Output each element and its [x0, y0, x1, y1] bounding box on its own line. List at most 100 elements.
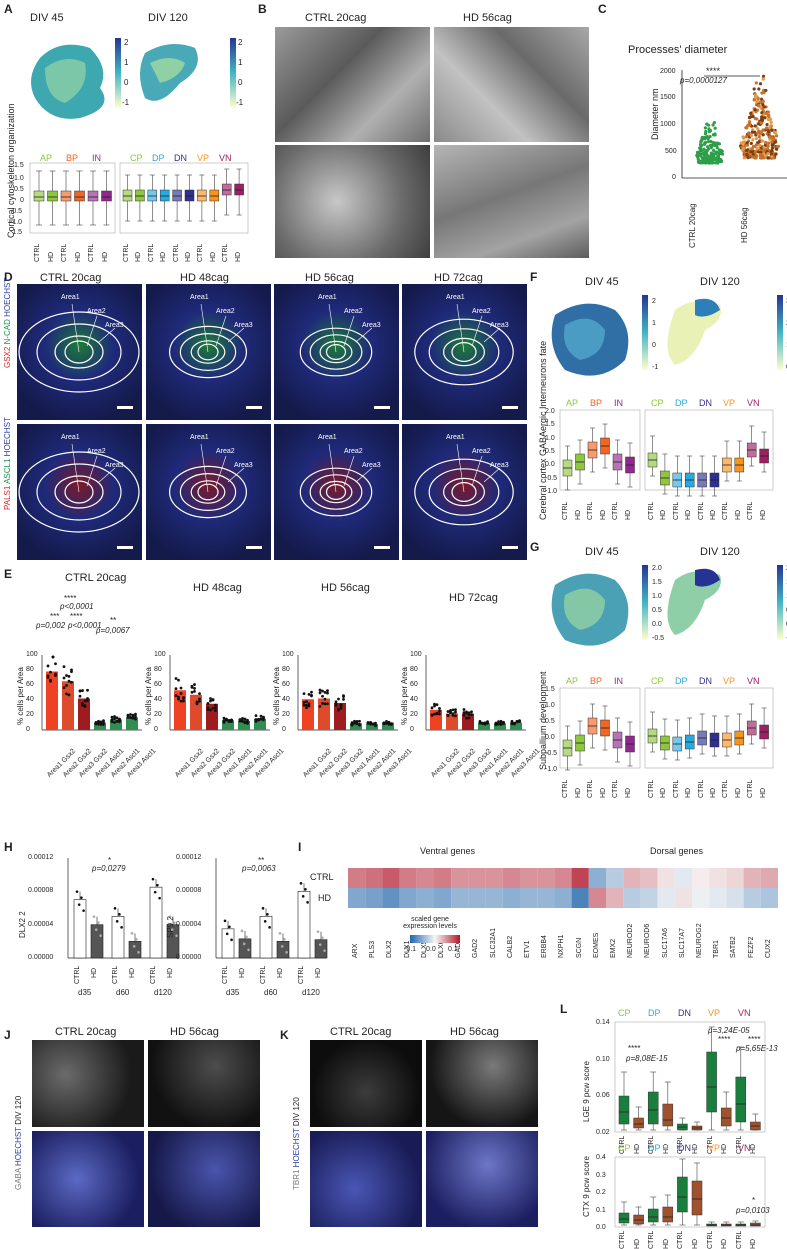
hd-dot — [761, 133, 765, 137]
ctrl-dot — [714, 150, 718, 154]
heatmap-cell — [537, 888, 555, 908]
section-dorsal: Dorsal genes — [650, 846, 704, 856]
gene-label: ETV1 — [524, 940, 531, 958]
ctrl-dot — [702, 147, 706, 151]
box-mark — [677, 1117, 688, 1131]
heatmap-cell — [760, 888, 778, 908]
row-label: HD — [318, 893, 331, 903]
panel-e-ytick: 80 — [410, 666, 418, 673]
box-mark — [74, 170, 85, 226]
box-mark — [600, 705, 610, 751]
x-tick-label: HD — [74, 251, 82, 262]
bar-mark — [128, 941, 142, 959]
panel-f-title-div120: DIV 120 — [700, 276, 740, 288]
x-tick-label: CTRL — [197, 243, 205, 262]
x-tick-label: HD — [624, 509, 632, 520]
panel-a-ytick: 1.0 — [14, 175, 24, 182]
panel-a-cb-tick: -1 — [122, 98, 130, 107]
area-label: Area1 — [190, 294, 209, 301]
legend-title: scaled gene expression levels — [403, 916, 457, 930]
immuno-image: Area1 Area2 Area3 — [402, 284, 527, 420]
hd-dot — [765, 147, 770, 151]
cb-tick: 1 — [652, 320, 656, 327]
panel-c-ylabel: Diameter nm — [650, 88, 660, 140]
stat-sig: ** — [258, 856, 265, 865]
panel-e-ylabel: % cells per Area — [144, 667, 153, 725]
y-tick: 1.5 — [545, 421, 555, 429]
stat-p: p=0,0279 — [92, 864, 126, 873]
panel-e-ytick: 100 — [410, 651, 422, 658]
stat-sig: **** — [64, 594, 77, 603]
x-tick-label: CTRL — [648, 1230, 656, 1249]
box-mark — [672, 455, 683, 497]
hd-dot — [764, 126, 769, 130]
x-tick-label: HD — [574, 509, 582, 520]
hd-dot — [750, 147, 754, 151]
gene-label: ERBB4 — [541, 935, 549, 958]
group-label: VN — [738, 1008, 751, 1018]
box-mark — [750, 1113, 761, 1131]
group-label: VP — [723, 398, 736, 408]
x-tick-label: HD — [234, 251, 242, 262]
panel-e-ytick: 0 — [282, 726, 286, 733]
panel-d-row2-label: PALS1 ASCL1 HOECHST — [3, 417, 12, 510]
cb-tick: 2 — [652, 298, 656, 305]
x-tick-label: CTRL — [172, 243, 180, 262]
panel-letter-j: J — [4, 1028, 11, 1042]
group-label: d60 — [264, 988, 278, 997]
hd-dot — [751, 114, 755, 119]
panel-c-ytick: 1000 — [660, 121, 676, 128]
x-tick-label: HD — [721, 1238, 729, 1249]
heatmap-cell — [416, 888, 434, 908]
box-mark — [184, 174, 195, 222]
box-mark — [575, 439, 585, 485]
sem-image-ctrl-top — [275, 27, 430, 142]
heatmap-cell — [743, 868, 761, 888]
gene-label: DLX6 — [438, 940, 445, 958]
group-label: IN — [614, 676, 623, 686]
box-mark — [660, 453, 670, 495]
ctrl-dot — [696, 150, 700, 155]
panel-letter-c: C — [598, 2, 607, 16]
panel-l-ylabel: CTX 9 pcw score — [582, 1156, 591, 1217]
area-label: Area2 — [216, 448, 235, 455]
x-tick-label: HD — [624, 787, 632, 798]
y-tick: 0.2 — [596, 1189, 606, 1196]
bar-mark — [190, 694, 202, 730]
x-tick-label: CTRL — [612, 501, 619, 520]
panel-g-title-div120: DIV 120 — [700, 546, 740, 558]
heatmap-cell — [399, 888, 417, 908]
panel-h-ytick: 0.00008 — [176, 887, 202, 895]
panel-e-ytick: 60 — [26, 681, 34, 688]
hd-dot — [770, 128, 774, 132]
box-mark — [587, 427, 598, 473]
hd-dot — [762, 145, 766, 150]
group-label: VP — [723, 676, 736, 686]
hd-dot — [766, 113, 770, 118]
x-tick-label: CTRL — [562, 501, 569, 520]
ctrl-dot — [709, 146, 713, 150]
heatmap-cell — [709, 868, 727, 888]
heatmap-cell — [382, 888, 400, 908]
box-mark — [33, 170, 45, 226]
area-label: Area1 — [190, 434, 209, 441]
stat-p: p=5,65E-13 — [736, 1044, 778, 1053]
immuno-image: Area1 Area2 Area3 — [402, 424, 527, 560]
group-label: DN — [699, 398, 712, 408]
heatmap-cell — [743, 888, 761, 908]
panel-c-xlabel-ctrl: CTRL 20cag — [688, 203, 697, 248]
ctrl-dot — [699, 140, 703, 144]
group-label: VN — [738, 1143, 751, 1153]
box-mark — [147, 174, 158, 222]
x-tick-label: HD — [91, 967, 98, 978]
y-tick: -0.5 — [545, 750, 558, 757]
box-mark — [122, 174, 133, 222]
panel-a-ytick: -0.5 — [10, 208, 23, 215]
cb-tick: -1 — [652, 364, 659, 371]
y-tick: 0.10 — [596, 1055, 610, 1063]
y-tick: -1.0 — [545, 766, 558, 773]
panel-a-cb-tick: -1 — [236, 98, 244, 107]
heatmap-cell — [502, 888, 520, 908]
ctrl-dot — [697, 159, 701, 163]
gene-label: PLS3 — [369, 940, 377, 958]
